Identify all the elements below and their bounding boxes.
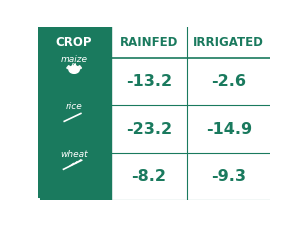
Bar [38,27,111,58]
Ellipse shape [36,199,39,201]
Text: wheat: wheat [60,150,88,159]
Ellipse shape [36,199,39,201]
Ellipse shape [37,199,39,201]
Ellipse shape [37,199,39,200]
Ellipse shape [36,199,39,201]
Text: CROP: CROP [56,36,92,49]
Ellipse shape [37,199,39,200]
Bar [111,58,270,106]
Ellipse shape [37,199,39,200]
Ellipse shape [37,199,39,200]
Ellipse shape [36,199,39,201]
Text: RAINFED: RAINFED [120,36,178,49]
Text: -14.9: -14.9 [206,122,252,137]
Bar [38,58,111,106]
Ellipse shape [36,199,39,201]
Ellipse shape [36,199,39,200]
Text: -2.6: -2.6 [211,74,246,89]
Text: -13.2: -13.2 [126,74,172,89]
Ellipse shape [37,199,39,200]
Bar [111,27,270,58]
Bar [38,106,111,153]
Text: -9.3: -9.3 [211,169,246,184]
Text: -23.2: -23.2 [126,122,172,137]
Bar [111,153,270,200]
Polygon shape [69,66,79,73]
Ellipse shape [36,199,39,201]
Text: rice: rice [66,102,83,111]
Text: maize: maize [61,55,88,64]
Text: IRRIGATED: IRRIGATED [193,36,264,49]
Bar [111,106,270,153]
Ellipse shape [36,199,39,200]
Ellipse shape [36,199,39,201]
Bar [38,153,111,200]
Polygon shape [67,65,74,72]
Text: -8.2: -8.2 [132,169,166,184]
Polygon shape [74,65,82,72]
